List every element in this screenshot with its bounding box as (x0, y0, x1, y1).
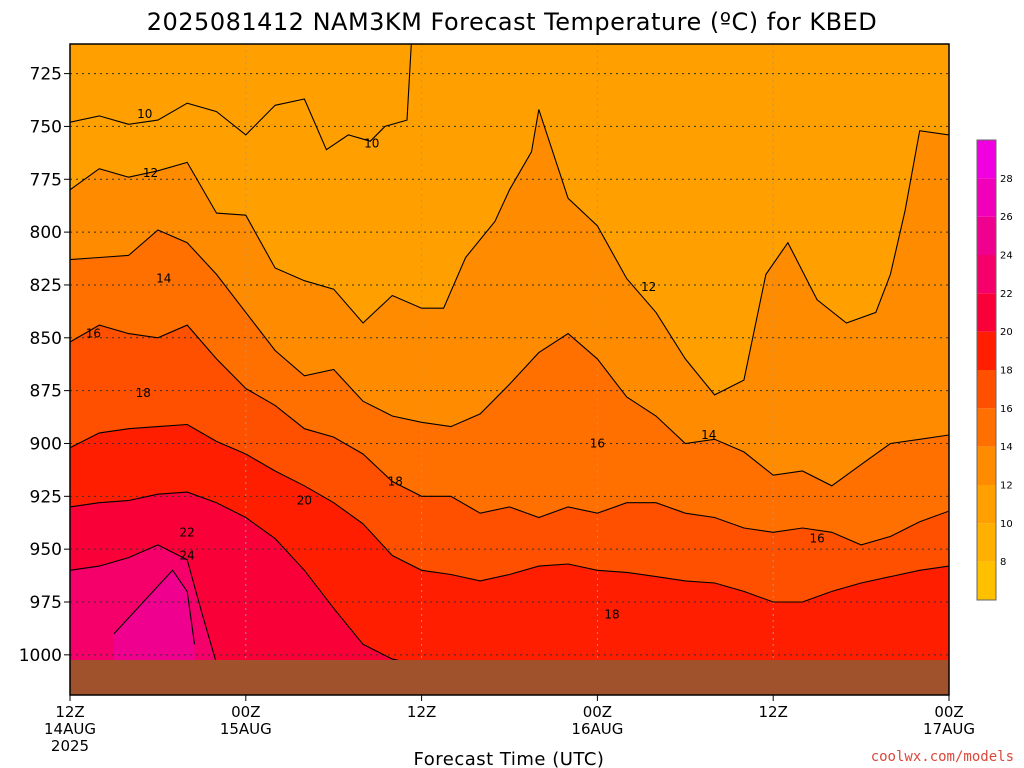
chart-title: 2025081412 NAM3KM Forecast Temperature (… (147, 8, 877, 36)
colorbar-segment (977, 408, 996, 447)
contour-label: 16 (590, 436, 605, 450)
y-tick-label: 900 (30, 434, 62, 454)
contour-line-12 (70, 109, 949, 396)
contour-label: 16 (86, 327, 101, 341)
contour-label: 12 (143, 166, 158, 180)
contour-lines (70, 44, 949, 669)
temperature-fill (70, 44, 949, 695)
contour-label: 20 (297, 494, 312, 508)
credit-text[interactable]: coolwx.com/models (871, 749, 1014, 765)
y-tick-label: 825 (30, 276, 62, 296)
plot-frame (69, 43, 950, 696)
colorbar-tick-label: 28 (1000, 174, 1013, 185)
y-tick-label: 800 (30, 223, 62, 243)
colorbar-segment (977, 523, 996, 562)
y-axis: 725 750 775 800 825 850 875 900 925 950 975 1000 (19, 65, 70, 666)
colorbar-frame (976, 139, 997, 601)
y-tick-label: 875 (30, 382, 62, 402)
colorbar-segment (977, 485, 996, 524)
contour-line-10 (70, 44, 412, 151)
colorbar-segment (977, 255, 996, 294)
contour-label: 14 (701, 428, 716, 442)
colorbar-segment (977, 178, 996, 217)
y-tick-label: 975 (30, 593, 62, 613)
contour-labels: 10 10 12 14 12 16 18 16 14 18 22 20 24 16 18 (86, 107, 825, 622)
colorbar-tick-label: 8 (1000, 557, 1006, 568)
contour-line-18 (70, 423, 949, 603)
contour-label: 10 (137, 107, 152, 121)
colorbar-segment (977, 446, 996, 485)
contour-line-16 (70, 324, 949, 546)
y-tick-label: 1000 (19, 646, 62, 666)
colorbar-tick-label: 12 (1000, 481, 1013, 492)
contour-line-22 (70, 544, 218, 664)
ground-surface (70, 660, 949, 695)
contour-label: 18 (388, 475, 403, 489)
x-tick-label: 12Z (407, 703, 436, 721)
contour-label: 22 (180, 525, 195, 539)
x-tick-label: 12Z (55, 703, 84, 721)
colorbar-segment (977, 293, 996, 332)
grid (70, 44, 949, 695)
colorbar-tick-label: 22 (1000, 289, 1013, 300)
colorbar-tick-label: 26 (1000, 212, 1013, 223)
y-tick-label: 850 (30, 329, 62, 349)
x-tick-label: 2025 (51, 737, 89, 755)
colorbar-segment (977, 216, 996, 255)
x-tick-label: 00Z (934, 703, 963, 721)
y-tick-label: 750 (30, 117, 62, 137)
x-tick-label: 00Z (231, 703, 260, 721)
colorbar-segment (977, 370, 996, 409)
y-tick-label: 775 (30, 170, 62, 190)
colorbar-segment (977, 561, 996, 600)
y-tick-label: 725 (30, 65, 62, 85)
x-axis-title: Forecast Time (UTC) (414, 749, 605, 768)
colorbar-segment (977, 331, 996, 370)
y-tick-label: 925 (30, 487, 62, 507)
contour-line-14 (70, 229, 949, 487)
colorbar-tick-label: 18 (1000, 366, 1013, 377)
colorbar-tick-label: 14 (1000, 442, 1013, 453)
x-tick-label: 12Z (759, 703, 788, 721)
contour-label: 18 (604, 608, 619, 622)
contour-label: 24 (180, 549, 195, 563)
x-tick-label: 14AUG (44, 720, 96, 738)
x-tick-label: 15AUG (220, 720, 272, 738)
contour-label: 14 (156, 272, 171, 286)
x-tick-label: 17AUG (923, 720, 975, 738)
contour-label: 16 (810, 532, 825, 546)
colorbar: 8 10 12 14 16 18 20 22 24 26 28 (976, 139, 1013, 601)
contour-label: 12 (641, 280, 656, 294)
colorbar-tick-label: 24 (1000, 251, 1013, 262)
y-tick-label: 950 (30, 540, 62, 560)
contour-line-24 (113, 569, 196, 645)
colorbar-tick-label: 20 (1000, 327, 1013, 338)
colorbar-tick-label: 16 (1000, 404, 1013, 415)
contour-label: 10 (364, 136, 379, 150)
contour-label: 18 (136, 386, 151, 400)
colorbar-segment (977, 140, 996, 179)
colorbar-tick-label: 10 (1000, 519, 1013, 530)
x-tick-label: 16AUG (571, 720, 623, 738)
x-tick-label: 00Z (583, 703, 612, 721)
contour-line-20 (70, 491, 451, 669)
